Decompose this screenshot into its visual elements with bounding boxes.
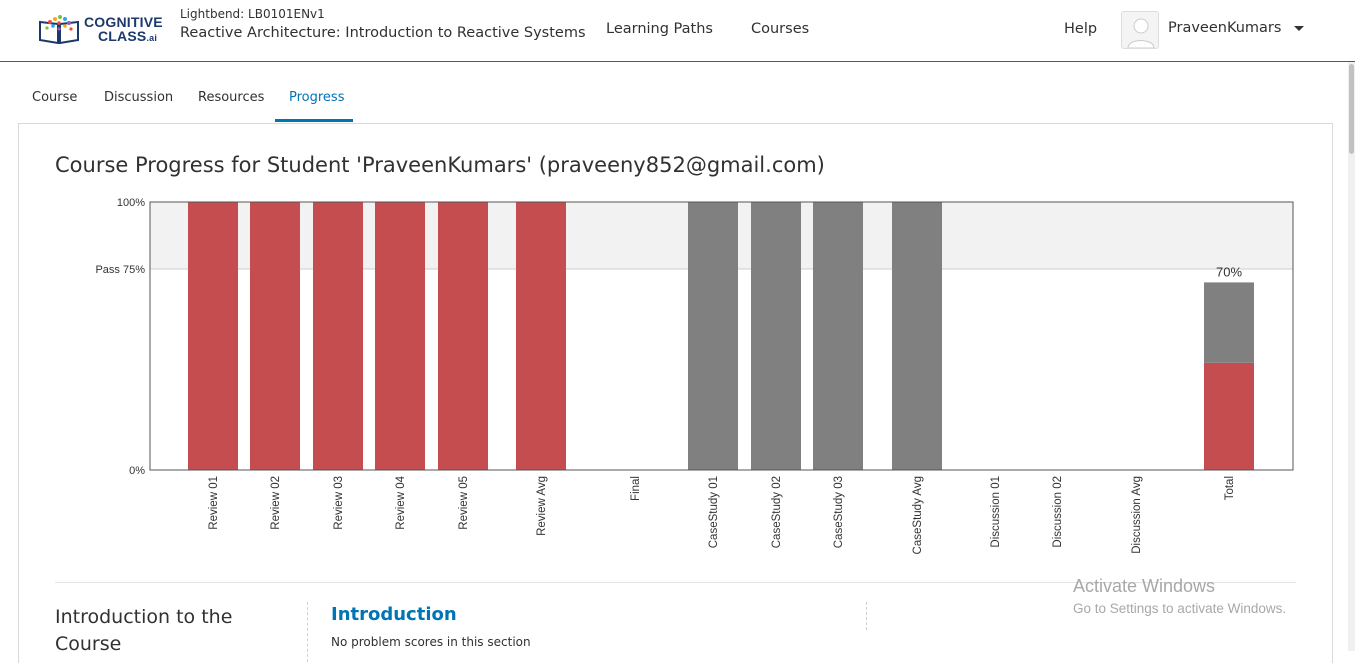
- bar-casestudy-03-series-1: [813, 202, 863, 470]
- bar-total-series-1: [1204, 282, 1254, 363]
- x-tick-label-review-avg: Review Avg: [536, 476, 548, 536]
- page-scrollbar-thumb[interactable]: [1349, 64, 1354, 154]
- bar-total-series-0: [1204, 362, 1254, 470]
- x-tick-label-casestudy-03: CaseStudy 03: [833, 476, 845, 548]
- x-tick-label-casestudy-02: CaseStudy 02: [771, 476, 783, 548]
- tab-discussion[interactable]: Discussion: [104, 90, 174, 105]
- chapter-separator: [307, 602, 308, 662]
- chapter-title: Introduction to the Course: [55, 606, 233, 655]
- windows-watermark-title: Activate Windows: [1073, 576, 1216, 596]
- section-divider: [55, 582, 1296, 583]
- x-tick-label-casestudy-avg: CaseStudy Avg: [912, 476, 924, 554]
- x-tick-label-total: Total: [1224, 476, 1236, 500]
- bar-review-04-series-0: [375, 202, 425, 470]
- bar-casestudy-avg-series-1: [892, 202, 942, 470]
- y-tick-label-75: Pass 75%: [95, 264, 145, 276]
- site-header: COGNITIVE CLASS.ai Lightbend: LB0101ENv1…: [0, 0, 1355, 62]
- user-avatar-icon[interactable]: [1121, 11, 1159, 49]
- x-tick-label-review-02: Review 02: [270, 476, 282, 530]
- bar-review-03-series-0: [313, 202, 363, 470]
- section-note: No problem scores in this section: [331, 635, 531, 649]
- x-tick-label-discussion-avg: Discussion Avg: [1131, 476, 1143, 554]
- plot-frame: [149, 201, 1294, 471]
- logo-wordmark: COGNITIVE CLASS.ai: [84, 15, 163, 45]
- user-name[interactable]: PraveenKumars: [1168, 20, 1282, 36]
- page-scrollbar[interactable]: [1348, 62, 1355, 651]
- logo-book-icon: [39, 15, 79, 44]
- tab-resources[interactable]: Resources: [198, 90, 265, 105]
- x-tick-label-discussion-01: Discussion 01: [990, 476, 1002, 548]
- x-tick-label-review-04: Review 04: [395, 475, 407, 529]
- page-title: Course Progress for Student 'PraveenKuma…: [55, 153, 825, 177]
- bar-review-05-series-0: [438, 202, 488, 470]
- progress-chart: 100% Pass 75% 0% Review 01 Review 02 Review 0…: [95, 197, 1294, 554]
- logo-line-2: CLASS: [98, 28, 147, 44]
- y-tick-label-100: 100%: [117, 197, 145, 209]
- tab-course[interactable]: Course: [32, 90, 78, 105]
- course-name: Reactive Architecture: Introduction to R…: [180, 25, 586, 41]
- bar-casestudy-02-series-1: [751, 202, 801, 470]
- x-tick-label-review-05: Review 05: [458, 476, 470, 530]
- x-tick-label-review-01: Review 01: [208, 476, 220, 530]
- logo-suffix: .ai: [146, 33, 158, 43]
- caret-down-icon[interactable]: [1294, 26, 1304, 31]
- nav-help[interactable]: Help: [1064, 21, 1098, 37]
- active-tab-indicator: [275, 119, 353, 122]
- bar-review-01-series-0: [188, 202, 238, 470]
- total-value-label: 70%: [1216, 264, 1242, 279]
- cognitive-class-logo[interactable]: COGNITIVE CLASS.ai: [38, 14, 163, 46]
- bar-review-02-series-0: [250, 202, 300, 470]
- section-separator: [866, 602, 867, 630]
- x-tick-label-review-03: Review 03: [333, 476, 345, 530]
- tab-progress[interactable]: Progress: [289, 90, 345, 105]
- logo-line-1: COGNITIVE: [84, 14, 163, 30]
- bar-casestudy-01-series-1: [688, 202, 738, 470]
- x-tick-label-final: Final: [630, 476, 642, 501]
- windows-watermark-subtitle: Go to Settings to activate Windows.: [1073, 601, 1287, 616]
- bar-review-avg-series-0: [516, 202, 566, 470]
- x-tick-label-casestudy-01: CaseStudy 01: [708, 476, 720, 548]
- nav-learning-paths[interactable]: Learning Paths: [606, 21, 713, 37]
- y-tick-label-0: 0%: [129, 465, 145, 477]
- course-org: Lightbend: LB0101ENv1: [180, 7, 325, 21]
- section-title[interactable]: Introduction: [331, 604, 457, 625]
- x-tick-label-discussion-02: Discussion 02: [1052, 476, 1064, 548]
- nav-courses[interactable]: Courses: [751, 21, 810, 37]
